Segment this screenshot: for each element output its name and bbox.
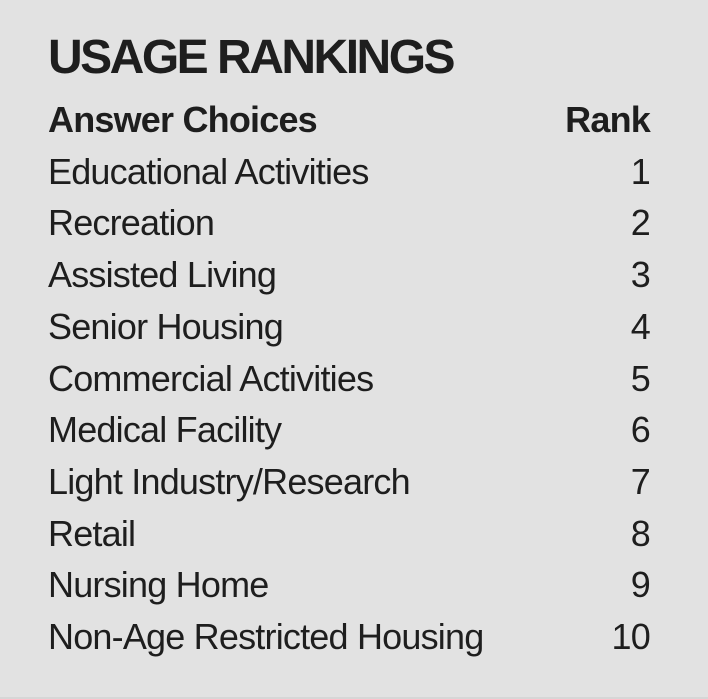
answer-choice-label: Nursing Home [48,564,269,606]
rankings-table-body: Educational Activities 1 Recreation 2 Assist… [48,146,651,663]
table-row: Senior Housing 4 [48,301,651,353]
table-row: Non-Age Restricted Housing 10 [48,611,651,663]
rank-value: 5 [630,357,651,399]
table-row: Retail 8 [48,508,651,560]
answer-choice-label: Educational Activities [48,150,369,192]
answer-choice-label: Non-Age Restricted Housing [48,616,484,658]
table-row: Commercial Activities 5 [48,353,651,405]
answer-choice-label: Medical Facility [48,409,282,451]
answer-choice-label: Commercial Activities [48,357,374,399]
rank-value: 2 [630,202,651,244]
column-header-answer-choices: Answer Choices [48,99,318,140]
answer-choice-label: Light Industry/Research [48,460,411,502]
rank-value: 10 [611,616,651,658]
table-row: Nursing Home 9 [48,559,651,611]
table-header-row: Answer Choices Rank [48,94,651,146]
column-header-rank: Rank [565,99,651,140]
answer-choice-label: Assisted Living [48,254,277,296]
table-row: Assisted Living 3 [48,249,651,301]
table-row: Medical Facility 6 [48,404,651,456]
answer-choice-label: Recreation [48,202,215,244]
rank-value: 4 [630,305,651,347]
answer-choice-label: Senior Housing [48,305,284,347]
rank-value: 7 [630,460,651,502]
rank-value: 6 [630,409,651,451]
answer-choice-label: Retail [48,512,136,554]
rank-value: 9 [630,564,651,606]
table-row: Educational Activities 1 [48,146,651,198]
rank-value: 1 [630,150,651,192]
rank-value: 8 [630,512,651,554]
rank-value: 3 [630,254,651,296]
page-title: USAGE RANKINGS [48,31,456,84]
table-row: Light Industry/Research 7 [48,456,651,508]
table-row: Recreation 2 [48,197,651,249]
usage-rankings-content: USAGE RANKINGS Answer Choices Rank Educa… [48,0,651,663]
